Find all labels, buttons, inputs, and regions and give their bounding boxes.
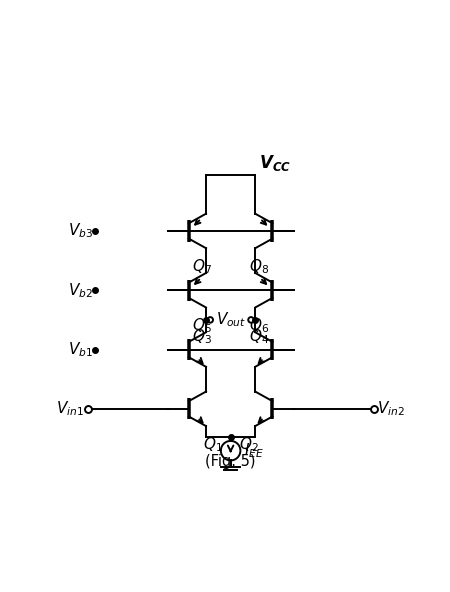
Text: $Q_6$: $Q_6$ [249, 316, 269, 335]
Text: $Q_2$: $Q_2$ [239, 435, 258, 453]
Text: $V_{b2}$: $V_{b2}$ [68, 281, 93, 300]
Text: $V_{in1}$: $V_{in1}$ [56, 400, 84, 418]
Circle shape [248, 317, 254, 323]
Text: (Fig. 5): (Fig. 5) [205, 454, 256, 469]
Text: $Q_5$: $Q_5$ [192, 316, 212, 335]
Text: $\bfit{V}_{CC}$: $\bfit{V}_{CC}$ [259, 153, 291, 173]
Text: $Q_1$: $Q_1$ [202, 435, 222, 453]
Circle shape [207, 317, 213, 323]
Text: $Q_4$: $Q_4$ [249, 327, 269, 346]
Text: $Q_7$: $Q_7$ [192, 257, 212, 276]
Text: $Q_8$: $Q_8$ [249, 257, 269, 276]
Text: $\mathit{I}_{EE}$: $\mathit{I}_{EE}$ [244, 441, 264, 460]
Text: $V_{b3}$: $V_{b3}$ [68, 221, 93, 240]
Text: $V_{b1}$: $V_{b1}$ [68, 340, 93, 359]
Text: $V_{in2}$: $V_{in2}$ [377, 400, 405, 418]
Text: $V_{out}$: $V_{out}$ [216, 311, 246, 329]
Text: $Q_3$: $Q_3$ [192, 327, 212, 346]
